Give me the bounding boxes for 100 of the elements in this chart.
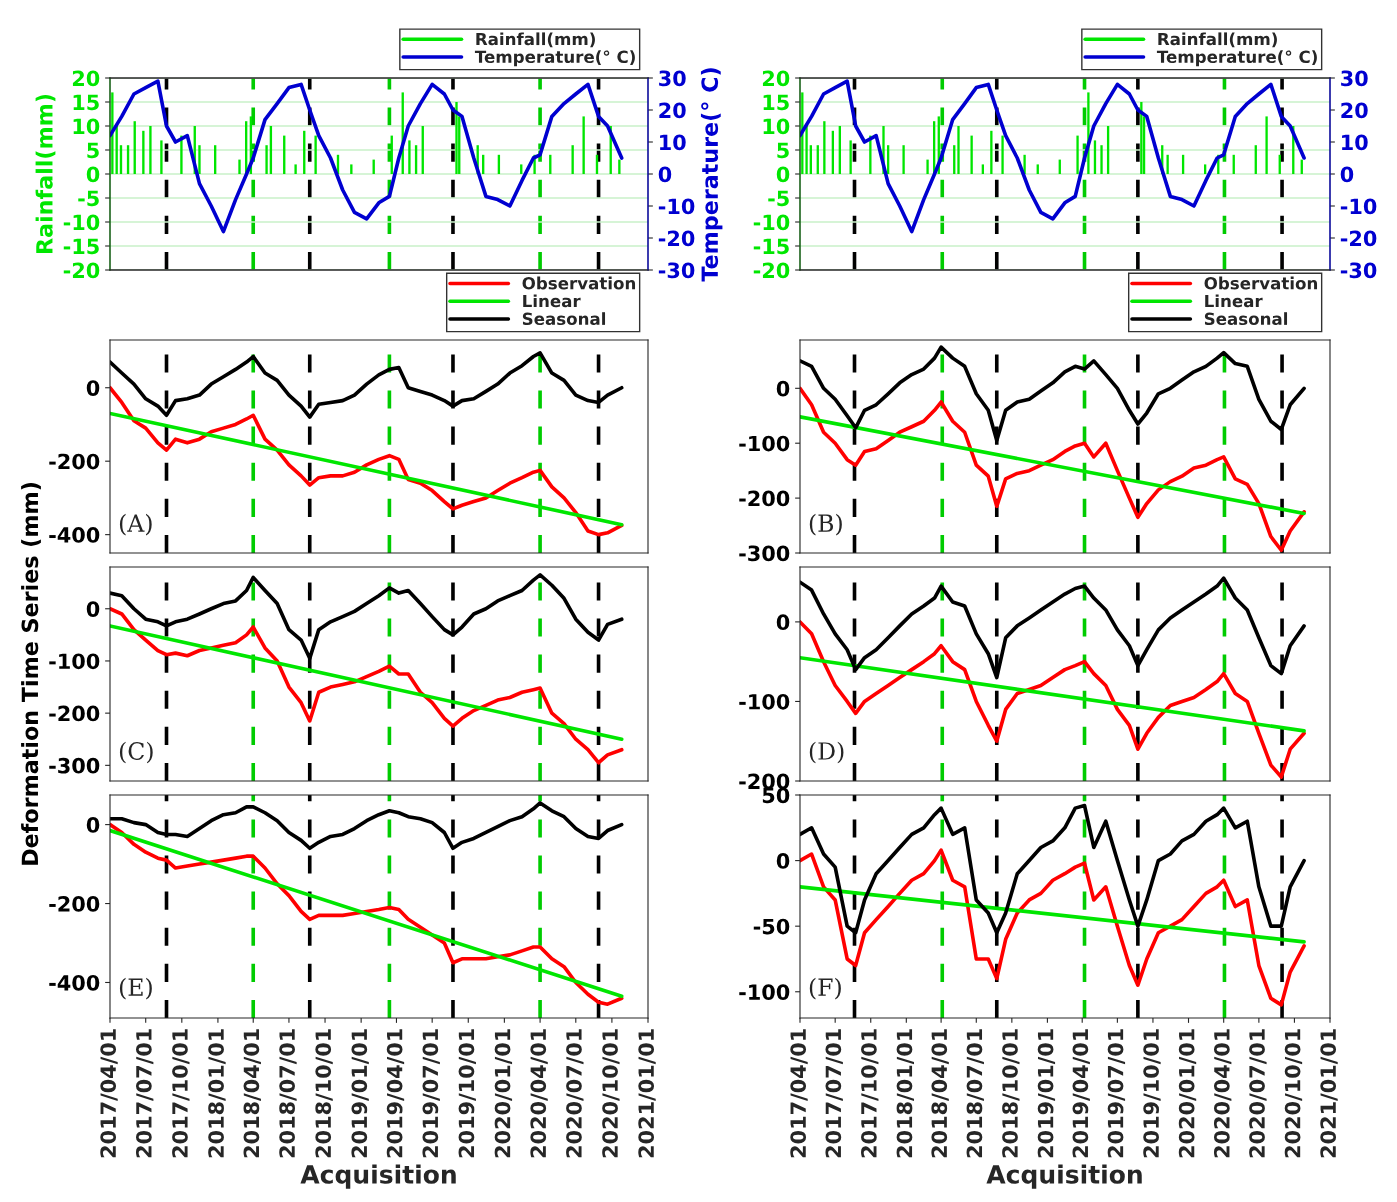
legend-label: Rainfall(mm)	[476, 32, 595, 48]
y-tick-label: 0	[86, 380, 100, 396]
x-tick-label: 2020/10/01	[1284, 1029, 1303, 1158]
x-tick-label: 2020/10/01	[602, 1029, 620, 1158]
y2-tick-label: -30	[658, 262, 695, 279]
x-tick-label: 2018/07/01	[966, 1029, 984, 1158]
y-tick-label: 10	[763, 118, 790, 135]
x-tick-label: 2018/10/01	[1002, 1029, 1020, 1158]
annotation: (D)	[809, 741, 844, 764]
x-tick-label: 2018/01/01	[208, 1029, 226, 1158]
y2-tick-label: -30	[1340, 262, 1377, 279]
y-tick-label: 0	[776, 380, 790, 397]
y-axis-title: Deformation Time Series (mm)	[21, 483, 41, 865]
y-tick-label: -15	[753, 238, 789, 255]
legend-label: Rainfall(mm)	[1158, 32, 1277, 48]
x-tick-label: 2019/10/01	[458, 1029, 476, 1158]
x-tick-label: 2018/01/01	[896, 1029, 914, 1158]
y2-tick-label: 30	[1341, 70, 1368, 87]
x-tick-label: 2019/07/01	[1107, 1029, 1126, 1158]
x-tick-label: 2021/01/01	[1320, 1029, 1338, 1158]
y-tick-label: -15	[63, 238, 99, 255]
y-tick-label: 0	[86, 166, 100, 183]
x-tick-label: 2019/01/01	[351, 1029, 369, 1158]
y2-tick-label: 10	[1342, 134, 1368, 151]
y-tick-label: -400	[49, 527, 100, 543]
x-tick-label: 2017/10/01	[172, 1029, 190, 1158]
y-tick-label: -200	[49, 895, 100, 912]
x-tick-label: 2017/07/01	[136, 1029, 154, 1158]
y2-tick-label: -10	[658, 198, 695, 215]
y-tick-label: -5	[768, 190, 789, 207]
x-tick-label: 2020/04/01	[1213, 1029, 1232, 1158]
y-tick-label: 5	[87, 142, 99, 159]
x-tick-label: 2017/04/01	[100, 1029, 118, 1158]
x-tick-label: 2017/10/01	[861, 1029, 879, 1158]
y-tick-label: 50	[762, 787, 790, 804]
y-tick-label: 15	[73, 94, 99, 111]
y2-axis-title: Temperature(° C)	[700, 68, 723, 282]
y2-tick-label: -10	[1340, 198, 1377, 215]
annotation: (F)	[809, 977, 841, 1000]
y-tick-label: -300	[739, 545, 790, 562]
x-tick-label: 2018/04/01	[243, 1029, 261, 1158]
y-tick-label: 20	[72, 70, 100, 87]
legend-label: Temperature(° C)	[474, 50, 635, 67]
y2-tick-label: 10	[660, 134, 686, 151]
y-axis-title: Rainfall(mm)	[35, 94, 56, 253]
y-tick-label: 0	[776, 614, 790, 631]
y-tick-label: -400	[49, 974, 100, 991]
x-tick-label: 2021/01/01	[638, 1029, 656, 1158]
y-tick-label: -100	[739, 984, 790, 1000]
x-tick-label: 2018/10/01	[315, 1029, 333, 1158]
annotation: (B)	[809, 513, 842, 536]
y2-tick-label: 0	[1340, 166, 1354, 183]
annotation: (E)	[119, 977, 152, 1000]
x-tick-label: 2020/01/01	[1178, 1029, 1197, 1158]
y-tick-label: -300	[49, 757, 100, 774]
annotation: (A)	[119, 513, 152, 536]
x-tick-label: 2019/04/01	[386, 1029, 405, 1158]
y-tick-label: -10	[753, 214, 790, 231]
y-tick-label: 5	[777, 142, 789, 159]
y-tick-label: -200	[739, 773, 790, 790]
legend-label: Observation	[522, 276, 636, 290]
y2-tick-label: -20	[658, 230, 695, 247]
y-tick-label: -200	[49, 453, 100, 470]
x-tick-label: 2020/07/01	[1249, 1029, 1267, 1158]
y-tick-label: -50	[753, 918, 790, 935]
y-tick-label: -100	[739, 693, 790, 710]
y-tick-label: -200	[49, 705, 100, 722]
x-tick-label: 2020/07/01	[566, 1029, 584, 1158]
x-tick-label: 2018/07/01	[279, 1029, 297, 1158]
x-tick-label: 2017/04/01	[790, 1029, 808, 1158]
legend-label: Seasonal	[522, 312, 606, 326]
legend-label: Observation	[1204, 276, 1318, 290]
legend-label: Linear	[1205, 294, 1263, 308]
y-tick-label: 15	[763, 94, 789, 111]
x-tick-label: 2019/10/01	[1143, 1029, 1161, 1158]
y2-tick-label: 30	[659, 70, 686, 87]
x-axis-title: Acquisition	[300, 1164, 456, 1189]
x-axis-title: Acquisition	[986, 1164, 1142, 1189]
y-tick-label: -200	[739, 490, 790, 507]
y2-tick-label: -20	[1340, 230, 1377, 247]
y-tick-label: 0	[776, 166, 790, 183]
y-tick-label: 0	[776, 853, 790, 869]
y-tick-label: -100	[49, 653, 100, 670]
y-tick-label: -5	[78, 190, 99, 207]
y2-tick-label: 0	[658, 166, 672, 183]
y-tick-label: 20	[762, 70, 790, 87]
legend-label: Linear	[523, 294, 581, 308]
y-tick-label: 10	[73, 118, 100, 135]
y-tick-label: 0	[86, 601, 100, 617]
x-tick-label: 2019/04/01	[1072, 1029, 1090, 1158]
x-tick-label: 2020/01/01	[494, 1029, 513, 1158]
y-tick-label: -20	[753, 262, 790, 279]
x-tick-label: 2020/04/01	[530, 1029, 548, 1158]
x-tick-label: 2019/01/01	[1037, 1029, 1056, 1158]
y2-tick-label: 20	[1341, 102, 1368, 119]
y-tick-label: -100	[739, 435, 790, 452]
legend-label: Temperature(° C)	[1156, 50, 1317, 67]
y-tick-label: -10	[63, 214, 100, 231]
x-tick-label: 2018/04/01	[931, 1029, 949, 1158]
x-tick-label: 2017/07/01	[825, 1029, 843, 1158]
